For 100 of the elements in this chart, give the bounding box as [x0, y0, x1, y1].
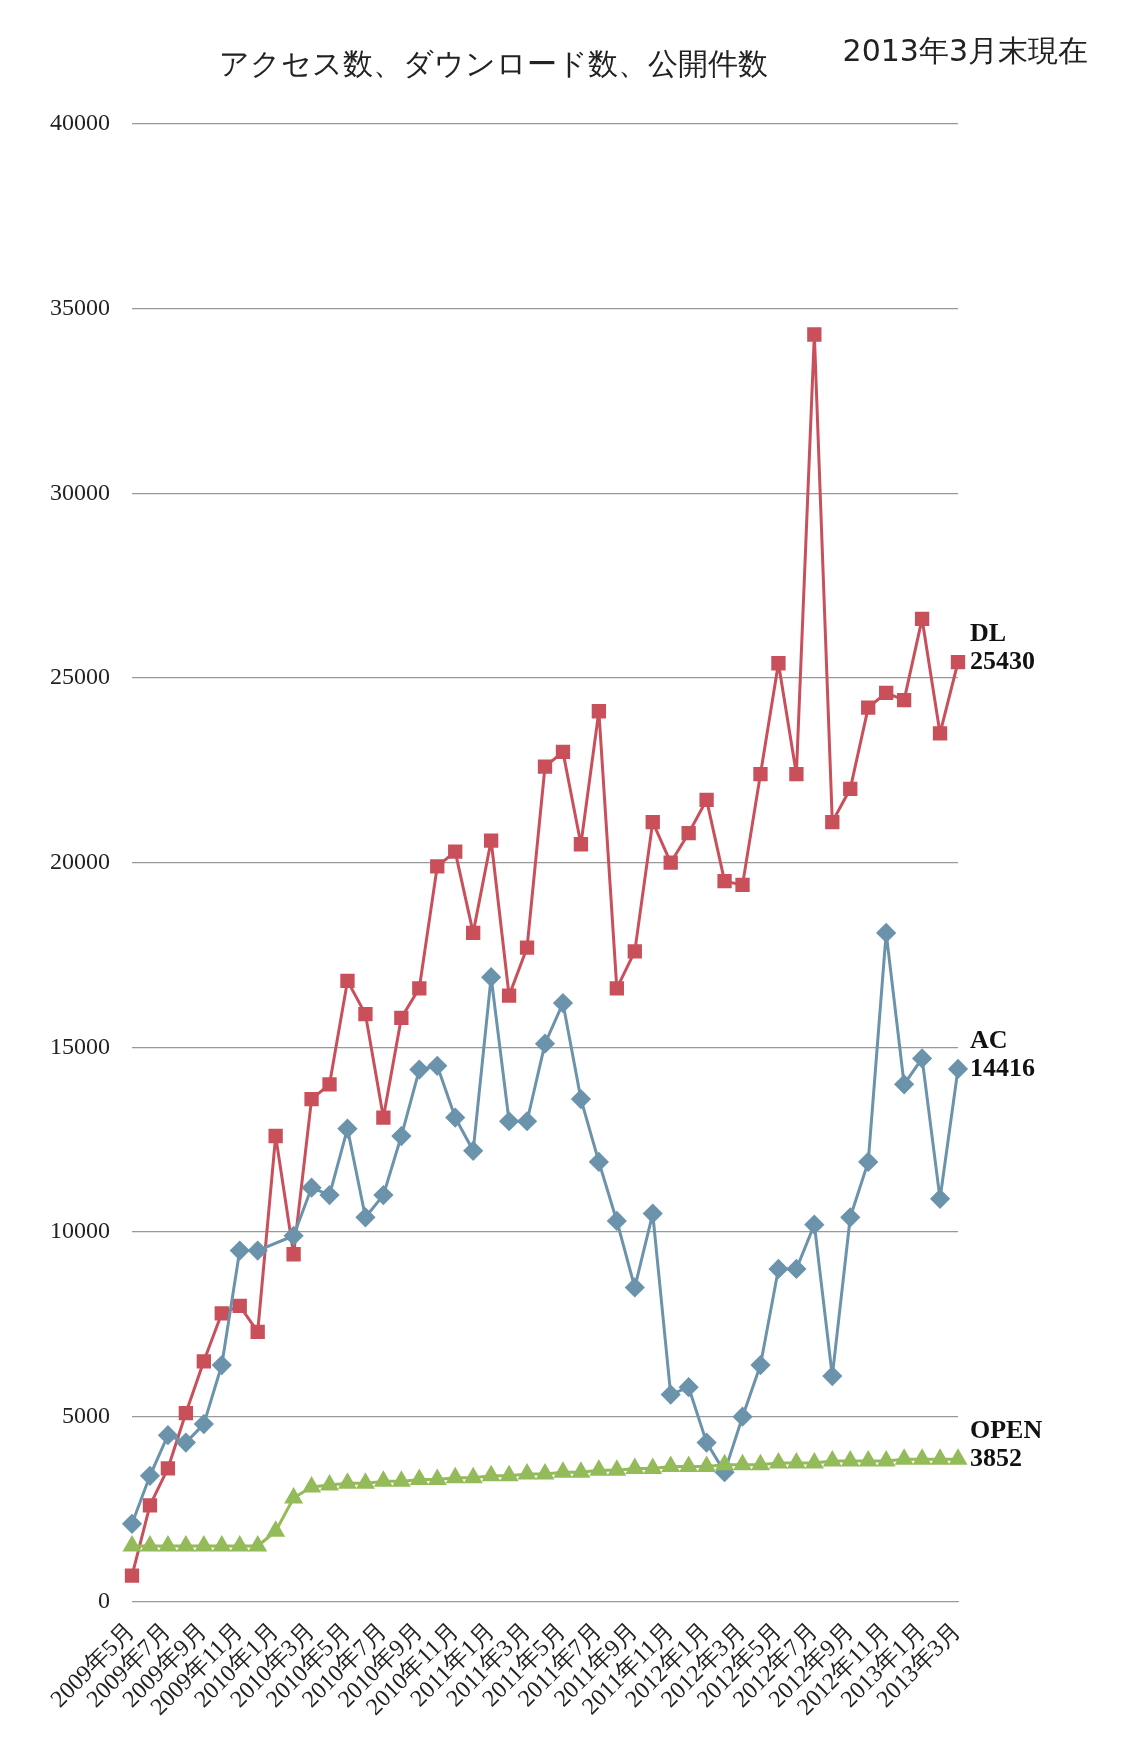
point	[122, 1514, 142, 1534]
point	[894, 1074, 914, 1094]
text: 2013年3月末現在	[842, 32, 1088, 68]
y-tick-label: 10000	[50, 1217, 110, 1244]
point	[912, 1048, 932, 1068]
point	[518, 1464, 536, 1480]
point	[286, 1247, 301, 1262]
point	[645, 814, 660, 830]
point	[248, 1241, 268, 1261]
point	[663, 855, 678, 870]
point	[464, 1468, 482, 1484]
point	[322, 1077, 337, 1092]
point	[178, 1405, 194, 1421]
point	[232, 1298, 247, 1314]
point	[410, 1470, 428, 1486]
point	[160, 1461, 176, 1476]
point	[607, 1211, 627, 1231]
point	[807, 327, 822, 342]
point	[537, 759, 553, 774]
point	[140, 1466, 160, 1486]
point	[355, 1207, 375, 1227]
point	[357, 1473, 374, 1489]
point	[500, 1466, 518, 1482]
point	[284, 1226, 304, 1246]
point	[358, 1006, 373, 1022]
point	[859, 1451, 877, 1467]
point	[681, 826, 696, 841]
point	[627, 944, 642, 959]
point	[625, 1277, 645, 1297]
point	[517, 1111, 537, 1131]
point	[430, 859, 445, 874]
point	[376, 1110, 391, 1125]
point	[895, 1449, 913, 1465]
y-tick-label: 0	[98, 1586, 110, 1613]
chart-title: アクセス数、ダウンロード数、公開件数	[218, 45, 768, 81]
point	[896, 693, 912, 708]
y-tick-label: 20000	[50, 848, 110, 874]
point	[124, 1568, 140, 1583]
point	[752, 1455, 769, 1471]
point	[428, 1470, 446, 1486]
point	[250, 1324, 265, 1339]
point	[409, 1060, 429, 1080]
point	[249, 1536, 267, 1552]
point	[698, 1457, 716, 1473]
point	[717, 874, 732, 889]
point	[643, 1204, 663, 1224]
y-tick-label: 35000	[50, 293, 110, 320]
point	[861, 700, 876, 715]
point	[804, 1215, 824, 1235]
point	[285, 1488, 303, 1504]
point	[662, 1457, 680, 1473]
series-label: OPEN	[970, 1414, 1043, 1444]
point	[914, 611, 930, 627]
y-tick-label: 5000	[62, 1402, 110, 1429]
point	[466, 925, 481, 941]
point	[536, 1464, 554, 1480]
point	[697, 1433, 717, 1453]
data-label: 14416	[970, 1052, 1035, 1082]
point	[304, 1091, 319, 1107]
point	[840, 1207, 860, 1227]
point	[303, 1477, 320, 1493]
point	[321, 1475, 338, 1491]
point	[463, 1141, 483, 1161]
point	[626, 1458, 644, 1474]
point	[554, 1462, 572, 1478]
point	[339, 1473, 356, 1489]
point	[590, 1460, 608, 1476]
data-label: 25430	[970, 645, 1035, 675]
point	[843, 781, 858, 796]
point	[876, 923, 896, 943]
point	[231, 1536, 249, 1552]
point	[482, 1466, 500, 1482]
point	[589, 1152, 609, 1172]
point	[141, 1536, 159, 1552]
point	[716, 1455, 733, 1471]
point	[340, 973, 355, 989]
point	[661, 1385, 681, 1405]
series-label: DL	[970, 617, 1007, 647]
point	[123, 1536, 141, 1552]
point	[932, 726, 948, 741]
point	[176, 1433, 196, 1453]
point	[159, 1536, 177, 1552]
point	[320, 1185, 340, 1205]
point	[644, 1458, 662, 1474]
point	[391, 1126, 411, 1146]
point	[789, 766, 804, 782]
point	[392, 1471, 410, 1487]
point	[913, 1449, 931, 1465]
point	[931, 1449, 949, 1465]
y-tick-label: 15000	[50, 1032, 110, 1059]
point	[768, 1259, 788, 1279]
point	[214, 1306, 229, 1321]
point	[519, 940, 535, 955]
point	[753, 766, 768, 782]
point	[373, 1185, 393, 1205]
point	[877, 1451, 895, 1467]
point	[302, 1178, 322, 1198]
point	[787, 1453, 805, 1469]
point	[195, 1536, 213, 1552]
y-tick-label: 25000	[50, 663, 110, 690]
